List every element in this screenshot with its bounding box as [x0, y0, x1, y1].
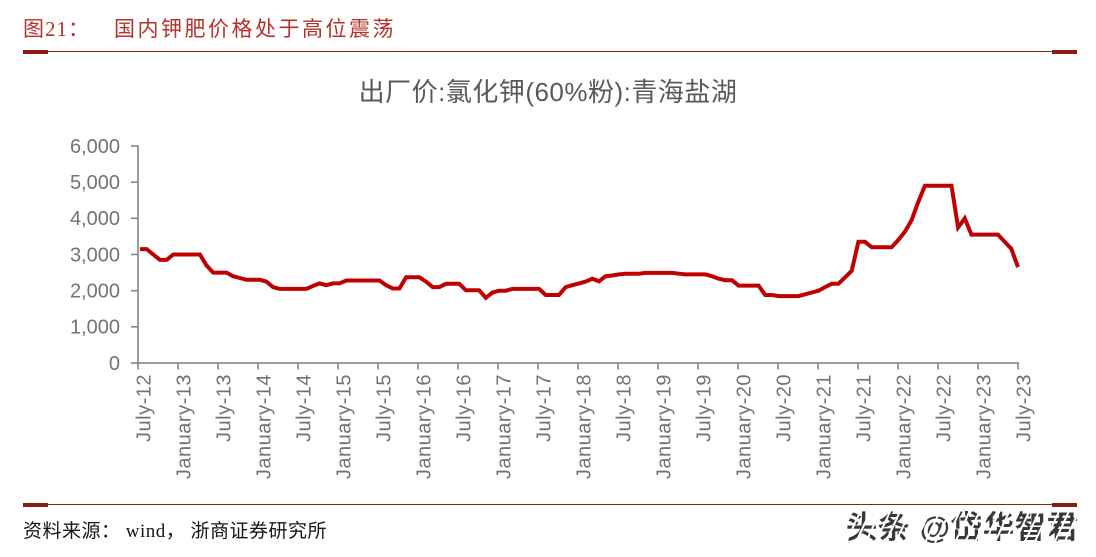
x-tick-label: July-12 — [133, 374, 155, 442]
chart-title: 出厂价:氯化钾(60%粉):青海盐湖 — [358, 77, 738, 107]
x-tick-label: January-19 — [653, 374, 675, 479]
price-line-series — [140, 183, 1020, 301]
y-tick-label: 4,000 — [70, 208, 120, 230]
toutiao-watermark: 头条 @岱华智君 — [846, 502, 1079, 547]
x-tick-label: January-17 — [493, 374, 515, 479]
divider-endcap-left — [23, 503, 48, 507]
figure-header: 图21： 国内钾肥价格处于高位震荡 — [23, 13, 396, 43]
x-tick-label: July-14 — [293, 374, 315, 442]
x-tick-label: January-13 — [173, 374, 195, 479]
y-tick-label: 1,000 — [70, 317, 120, 339]
y-tick-label: 3,000 — [70, 244, 120, 266]
figure-number-label: 图21： — [23, 17, 90, 41]
header-divider-rule — [23, 50, 1077, 54]
x-tick-label: July-19 — [693, 374, 715, 442]
y-tick-label: 6,000 — [70, 136, 120, 158]
footer-divider-rule — [23, 503, 1077, 507]
y-tick-label: 0 — [109, 353, 120, 375]
y-tick-label: 5,000 — [70, 172, 120, 194]
x-tick-label: July-18 — [613, 374, 635, 442]
x-tick-label: January-21 — [813, 374, 835, 479]
y-tick-label: 2,000 — [70, 280, 120, 302]
axis-lines — [137, 145, 1019, 364]
x-tick-label: January-14 — [253, 374, 275, 479]
divider-line — [23, 51, 1077, 52]
x-tick-label: July-20 — [773, 374, 795, 442]
x-tick-label: January-16 — [413, 374, 435, 479]
x-tick-label: July-16 — [453, 374, 475, 442]
x-tick-label: July-17 — [533, 374, 555, 442]
divider-line — [23, 504, 1077, 505]
data-source-note: 资料来源： wind， 浙商证券研究所 — [23, 521, 328, 542]
x-tick-label: July-23 — [1013, 374, 1035, 442]
x-tick-label: July-22 — [933, 374, 955, 442]
divider-endcap-right — [1052, 503, 1077, 507]
divider-endcap-right — [1052, 50, 1077, 54]
x-tick-label: January-15 — [333, 374, 355, 479]
figure-title: 国内钾肥价格处于高位震荡 — [114, 17, 396, 41]
x-tick-label: July-13 — [213, 374, 235, 442]
divider-endcap-left — [23, 50, 48, 54]
x-tick-label: July-15 — [373, 374, 395, 442]
x-tick-label: January-22 — [893, 374, 915, 479]
x-tick-label: January-23 — [973, 374, 995, 479]
x-tick-label: July-21 — [853, 374, 875, 442]
x-tick-label: January-18 — [573, 374, 595, 479]
x-tick-label: January-20 — [733, 374, 755, 479]
